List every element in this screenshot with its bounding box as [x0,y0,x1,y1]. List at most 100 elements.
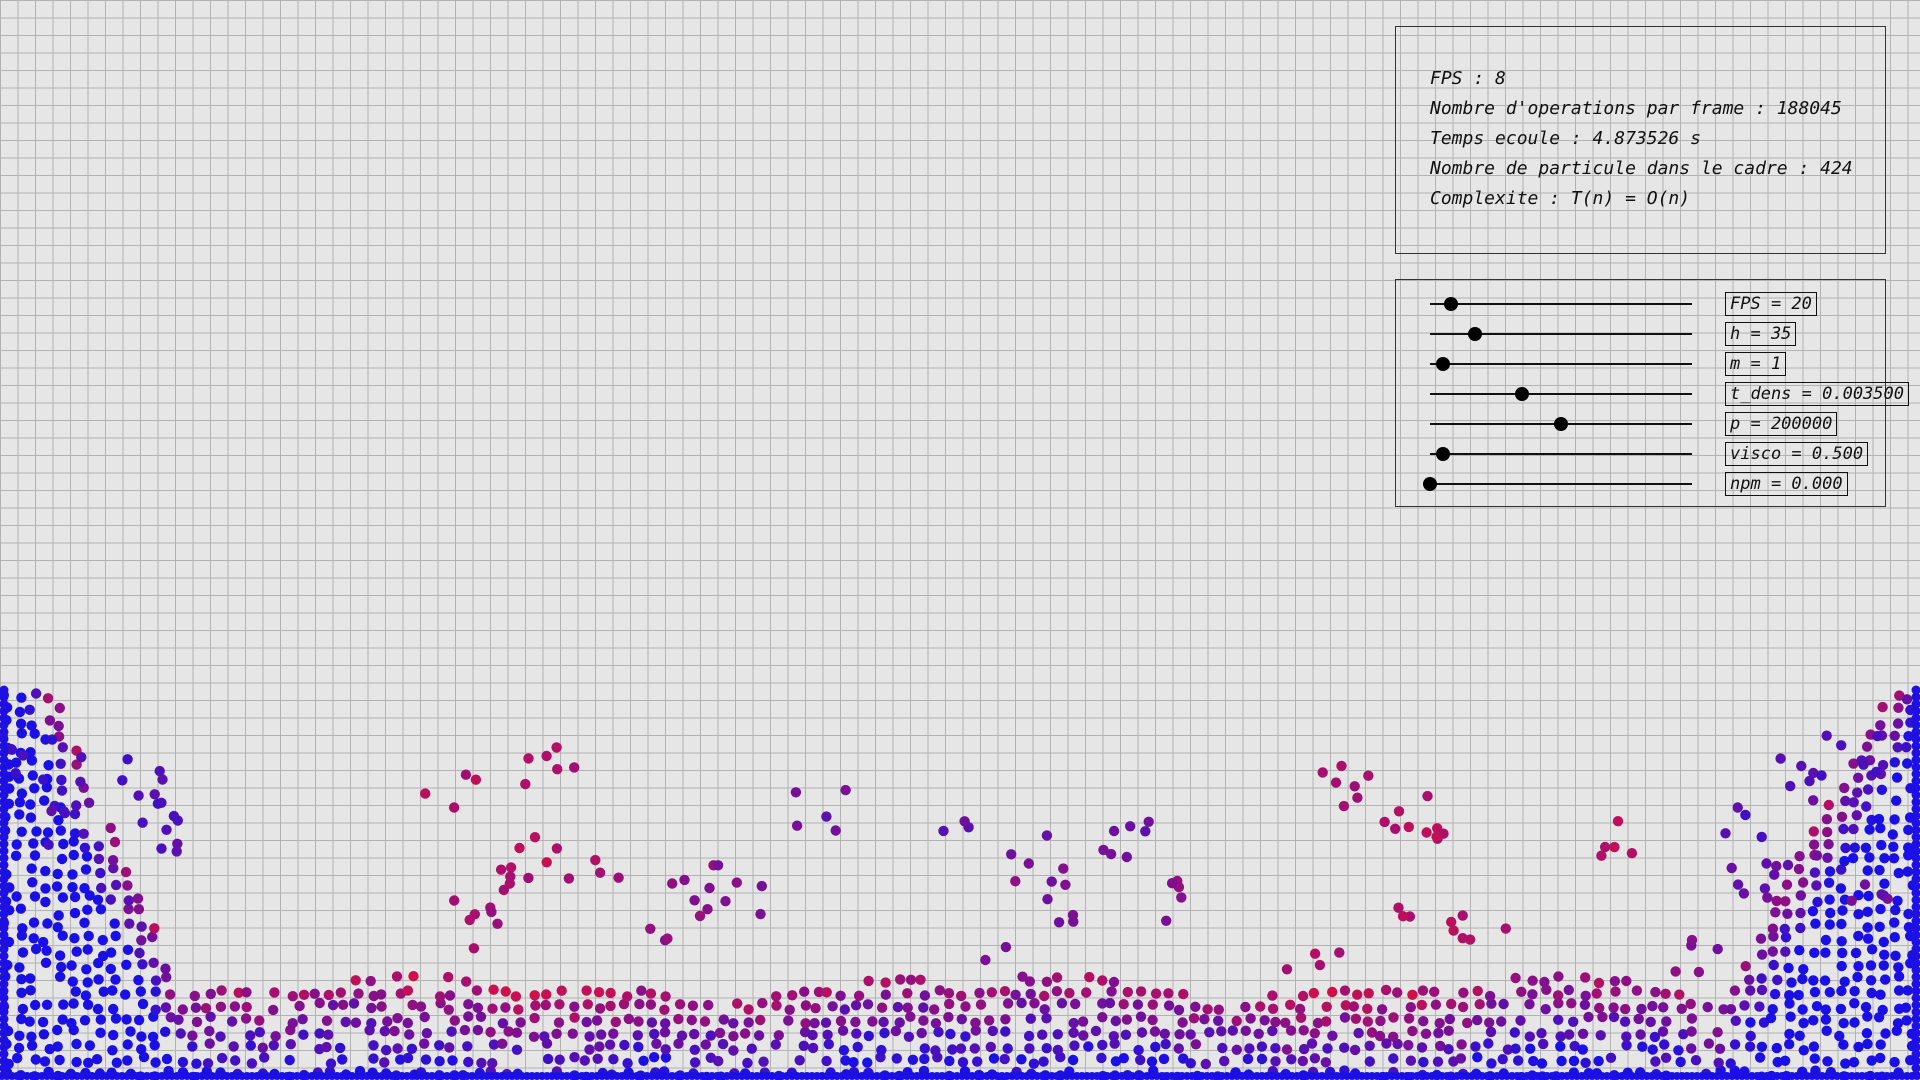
slider-track[interactable] [1430,333,1692,335]
slider-m[interactable]: m = 1 [1396,349,1885,379]
particle [241,987,252,998]
particle [124,918,135,929]
particle [472,1024,484,1036]
particle [1911,825,1920,835]
particle [462,1041,473,1052]
particle [233,987,244,998]
particle [850,1016,861,1028]
particle [434,991,446,1002]
particle [1433,1027,1444,1039]
particle [1052,1044,1064,1056]
particle [95,1027,106,1039]
particle [1536,1058,1548,1069]
slider-track[interactable] [1430,303,1692,305]
particle [1108,976,1120,988]
particle [0,874,9,884]
particle [0,860,9,870]
particle [1811,1001,1823,1012]
particle [1023,1030,1035,1042]
particle [1579,999,1591,1010]
particle [1599,841,1611,853]
particle [80,864,92,875]
particle [1649,1031,1661,1043]
particle [1244,1043,1255,1054]
particle [0,937,9,947]
particle [918,1015,929,1026]
particle [57,892,69,903]
particle [1808,839,1820,850]
slider-handle[interactable] [1423,477,1437,491]
particle [0,867,9,877]
particle [122,880,133,891]
particle [1779,1055,1791,1067]
slider-track[interactable] [1430,393,1692,395]
particle [1108,825,1120,837]
particle [1217,1042,1228,1054]
particle [160,1026,171,1038]
particle [71,1056,82,1068]
particle [1911,762,1920,772]
slider-visco[interactable]: visco = 0.500 [1396,439,1885,469]
particle [40,865,51,877]
particle [1875,1039,1886,1050]
slider-handle[interactable] [1443,297,1458,311]
particle [1889,757,1901,768]
slider-h[interactable]: h = 35 [1396,319,1885,349]
particle [161,1053,173,1065]
particle [419,1011,430,1023]
particle [1485,1026,1497,1038]
particle [16,788,28,799]
slider-npm[interactable]: npm = 0.000 [1396,469,1885,499]
slider-track[interactable] [1430,363,1692,365]
particle [463,1011,474,1022]
particle [523,872,534,884]
particle [1052,1029,1064,1040]
particle [1911,734,1920,744]
particle [157,774,168,785]
particle [984,1015,995,1026]
particle [959,816,970,827]
particle [1176,892,1187,903]
slider-handle[interactable] [1467,327,1482,341]
particle [83,797,95,808]
particle [1866,944,1878,955]
particle [676,1030,688,1041]
particle [471,985,483,996]
particle [17,1003,29,1015]
particle [1784,998,1795,1009]
particle [689,1028,700,1040]
particle [1809,986,1821,998]
slider-p[interactable]: p = 200000 [1396,409,1885,439]
particle [366,1002,377,1014]
particle [1903,922,1915,933]
particle [1740,961,1751,972]
slider-handle[interactable] [1436,447,1451,461]
particle [1135,1054,1146,1066]
particle [1298,1043,1310,1055]
particle [1077,1016,1089,1027]
particle [541,750,552,762]
particle [150,1057,161,1068]
particle [1824,866,1836,877]
slider-handle[interactable] [1436,357,1451,371]
particle [1255,1001,1266,1012]
slider-handle[interactable] [1514,387,1529,401]
slider-track[interactable] [1430,483,1692,485]
particle [323,1029,334,1040]
particle [1053,917,1065,928]
particle [0,972,9,982]
particle [406,1043,418,1055]
slider-track[interactable] [1430,453,1692,455]
particle [542,1053,554,1065]
slider-value-label: h = 35 [1725,322,1797,346]
particle [820,1017,832,1028]
slider-handle[interactable] [1554,417,1568,431]
particle [1350,1013,1362,1024]
particle [105,822,116,834]
particle [1353,1027,1364,1039]
particle [1135,986,1147,997]
slider-t-dens[interactable]: t_dens = 0.003500 [1396,379,1909,409]
slider-fps[interactable]: FPS = 20 [1396,289,1885,319]
particle [1837,905,1848,916]
